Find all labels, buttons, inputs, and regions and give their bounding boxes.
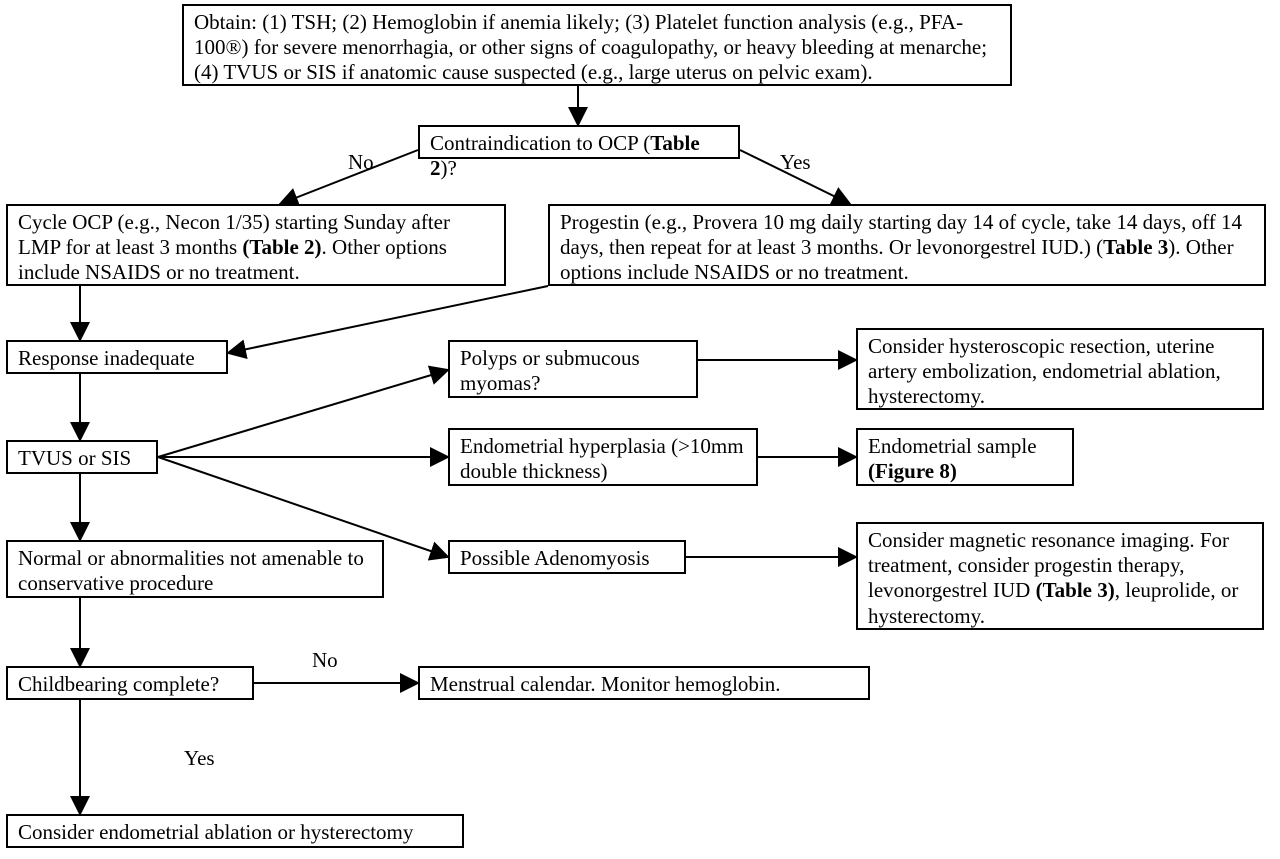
node-obtain: Obtain: (1) TSH; (2) Hemoglobin if anemi… [182,4,1012,86]
node-text: Endometrial hyperplasia (>10mm double th… [460,434,744,483]
node-tvus: TVUS or SIS [6,440,158,474]
node-text: TVUS or SIS [18,446,131,470]
node-text: Obtain: (1) TSH; (2) Hemoglobin if anemi… [194,10,987,84]
node-adenomyosis: Possible Adenomyosis [448,540,686,574]
node-resection: Consider hysteroscopic resection, uterin… [856,328,1264,410]
edge-label-yes-1: Yes [780,150,811,175]
node-text: Childbearing complete? [18,672,219,696]
node-progestin: Progestin (e.g., Provera 10 mg daily sta… [548,204,1266,286]
node-text: Progestin (e.g., Provera 10 mg daily sta… [560,210,1242,284]
node-mri: Consider magnetic resonance imaging. For… [856,522,1264,630]
edge-label-yes-2: Yes [184,746,215,771]
node-text: Endometrial sample (Figure 8) [868,434,1037,483]
node-text: Consider magnetic resonance imaging. For… [868,528,1238,628]
node-text: Possible Adenomyosis [460,546,650,570]
edge-label-no-1: No [348,150,374,175]
node-hyperplasia: Endometrial hyperplasia (>10mm double th… [448,428,758,486]
node-menstrual: Menstrual calendar. Monitor hemoglobin. [418,666,870,700]
node-text: Normal or abnormalities not amenable to … [18,546,364,595]
node-text: Contraindication to OCP (Table 2)? [430,131,700,180]
node-polyps: Polyps or submucous myomas? [448,340,698,398]
node-response: Response inadequate [6,340,228,374]
node-text: Cycle OCP (e.g., Necon 1/35) starting Su… [18,210,450,284]
node-ocp: Cycle OCP (e.g., Necon 1/35) starting Su… [6,204,506,286]
node-text: Menstrual calendar. Monitor hemoglobin. [430,672,781,696]
node-text: Polyps or submucous myomas? [460,346,640,395]
node-sample: Endometrial sample (Figure 8) [856,428,1074,486]
node-normal: Normal or abnormalities not amenable to … [6,540,384,598]
node-text: Response inadequate [18,346,195,370]
node-text: Consider endometrial ablation or hystere… [18,820,413,844]
node-ablation: Consider endometrial ablation or hystere… [6,814,464,848]
node-contraindication: Contraindication to OCP (Table 2)? [418,125,740,159]
node-text: Consider hysteroscopic resection, uterin… [868,334,1221,408]
edge-label-no-2: No [312,648,338,673]
node-childbearing: Childbearing complete? [6,666,254,700]
